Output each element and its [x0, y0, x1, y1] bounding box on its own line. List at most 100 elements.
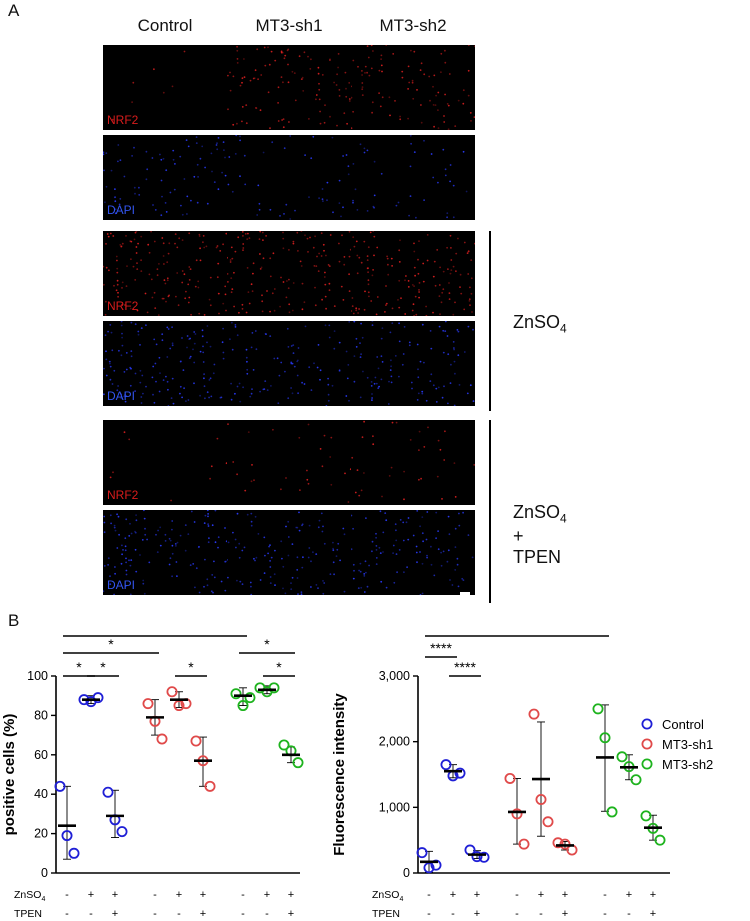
data-point: [268, 682, 280, 694]
significance-label: *: [276, 659, 282, 675]
data-point: [278, 739, 290, 751]
tpen-sign: -: [177, 908, 181, 918]
tpen-sign: -: [89, 908, 93, 918]
condition-bracket-znso4-tpen: [489, 420, 491, 603]
tpen-sign: -: [451, 908, 455, 918]
data-point: [68, 847, 80, 859]
nrf2-micrograph: [351, 45, 475, 130]
data-point: [478, 851, 490, 863]
data-point: [640, 810, 652, 822]
data-point: [102, 786, 114, 798]
tpen-sign: -: [539, 908, 543, 918]
data-point: [528, 708, 540, 720]
data-point: [204, 780, 216, 792]
nrf2-micrograph: [227, 231, 351, 316]
tpen-sign: -: [627, 908, 631, 918]
significance-label: *: [108, 636, 114, 652]
znso4-sign: +: [474, 889, 480, 901]
znso4-sign: +: [626, 889, 632, 901]
legend-label: Control: [662, 717, 704, 732]
tpen-sign: +: [562, 908, 568, 918]
znso4-sign: -: [153, 889, 157, 901]
znso4-sign: -: [241, 889, 245, 901]
data-point: [559, 838, 571, 850]
data-point: [416, 847, 428, 859]
data-point: [654, 834, 666, 846]
data-point: [535, 793, 547, 805]
data-point: [166, 686, 178, 698]
column-header-mt3-sh2: MT3-sh2: [379, 16, 447, 35]
condition-label-znso4-tpen: ZnSO4 + TPEN: [513, 502, 567, 567]
y-tick-label: 20: [34, 827, 48, 841]
legend-marker: [641, 738, 653, 750]
data-point: [599, 732, 611, 744]
tpen-sign: +: [288, 908, 294, 918]
data-point: [423, 862, 435, 874]
nrf2-micrograph: [227, 45, 351, 130]
tpen-sign: -: [265, 908, 269, 918]
znso4-sign: +: [288, 889, 294, 901]
znso4-sign: -: [427, 889, 431, 901]
data-point: [292, 757, 304, 769]
tpen-sign: -: [603, 908, 607, 918]
data-point: [616, 751, 628, 763]
y-axis-label: positive cells (%): [1, 714, 18, 836]
tpen-row-label: TPEN: [372, 908, 400, 918]
dapi-micrograph: DAPI: [103, 510, 227, 595]
nrf2-micrograph: [227, 420, 351, 505]
data-point: [430, 859, 442, 871]
y-tick-label: 0: [41, 866, 48, 880]
significance-label: ****: [430, 640, 452, 656]
znso4-sign: -: [603, 889, 607, 901]
znso4-sign: +: [88, 889, 94, 901]
data-point: [173, 700, 185, 712]
data-point: [552, 837, 564, 849]
data-point: [116, 826, 128, 838]
dapi-micrograph: [227, 510, 351, 595]
nrf2-micrograph: NRF2: [103, 420, 227, 505]
data-point: [156, 733, 168, 745]
data-point: [230, 688, 242, 700]
nrf2-label: NRF2: [107, 113, 139, 127]
y-axis-label: Fluorescence intensity: [331, 693, 348, 856]
panel-a-letter: A: [8, 1, 20, 20]
y-tick-label: 40: [34, 787, 48, 801]
condition-label-znso4: ZnSO4: [513, 312, 567, 336]
znso4-sign: +: [200, 889, 206, 901]
data-point: [542, 816, 554, 828]
data-point: [92, 692, 104, 704]
data-point: [606, 806, 618, 818]
data-point: [244, 692, 256, 704]
data-point: [454, 767, 466, 779]
nrf2-micrograph: NRF2: [103, 231, 227, 316]
data-point: [504, 772, 516, 784]
legend-marker: [641, 758, 653, 770]
tpen-sign: +: [650, 908, 656, 918]
znso4-sign: +: [112, 889, 118, 901]
dapi-micrograph: [351, 321, 475, 406]
significance-label: ****: [454, 659, 476, 675]
data-point: [518, 838, 530, 850]
dapi-label: DAPI: [107, 578, 136, 592]
znso4-row-label: ZnSO4: [372, 889, 403, 903]
znso4-row-label: ZnSO4: [14, 889, 45, 903]
tpen-sign: -: [153, 908, 157, 918]
nrf2-micrograph: NRF2: [103, 45, 227, 130]
tpen-row-label: TPEN: [14, 908, 42, 918]
znso4-sign: +: [264, 889, 270, 901]
legend-label: MT3-sh1: [662, 737, 713, 752]
significance-label: *: [76, 659, 82, 675]
data-point: [511, 808, 523, 820]
dapi-micrograph: [351, 510, 475, 595]
y-tick-label: 3,000: [379, 669, 410, 683]
significance-label: *: [188, 659, 194, 675]
znso4-sign: +: [450, 889, 456, 901]
dapi-micrograph: [227, 321, 351, 406]
dapi-label: DAPI: [107, 389, 136, 403]
significance-label: *: [264, 636, 270, 652]
y-tick-label: 100: [27, 669, 48, 683]
legend-marker: [641, 718, 653, 730]
y-tick-label: 0: [403, 866, 410, 880]
y-tick-label: 60: [34, 748, 48, 762]
